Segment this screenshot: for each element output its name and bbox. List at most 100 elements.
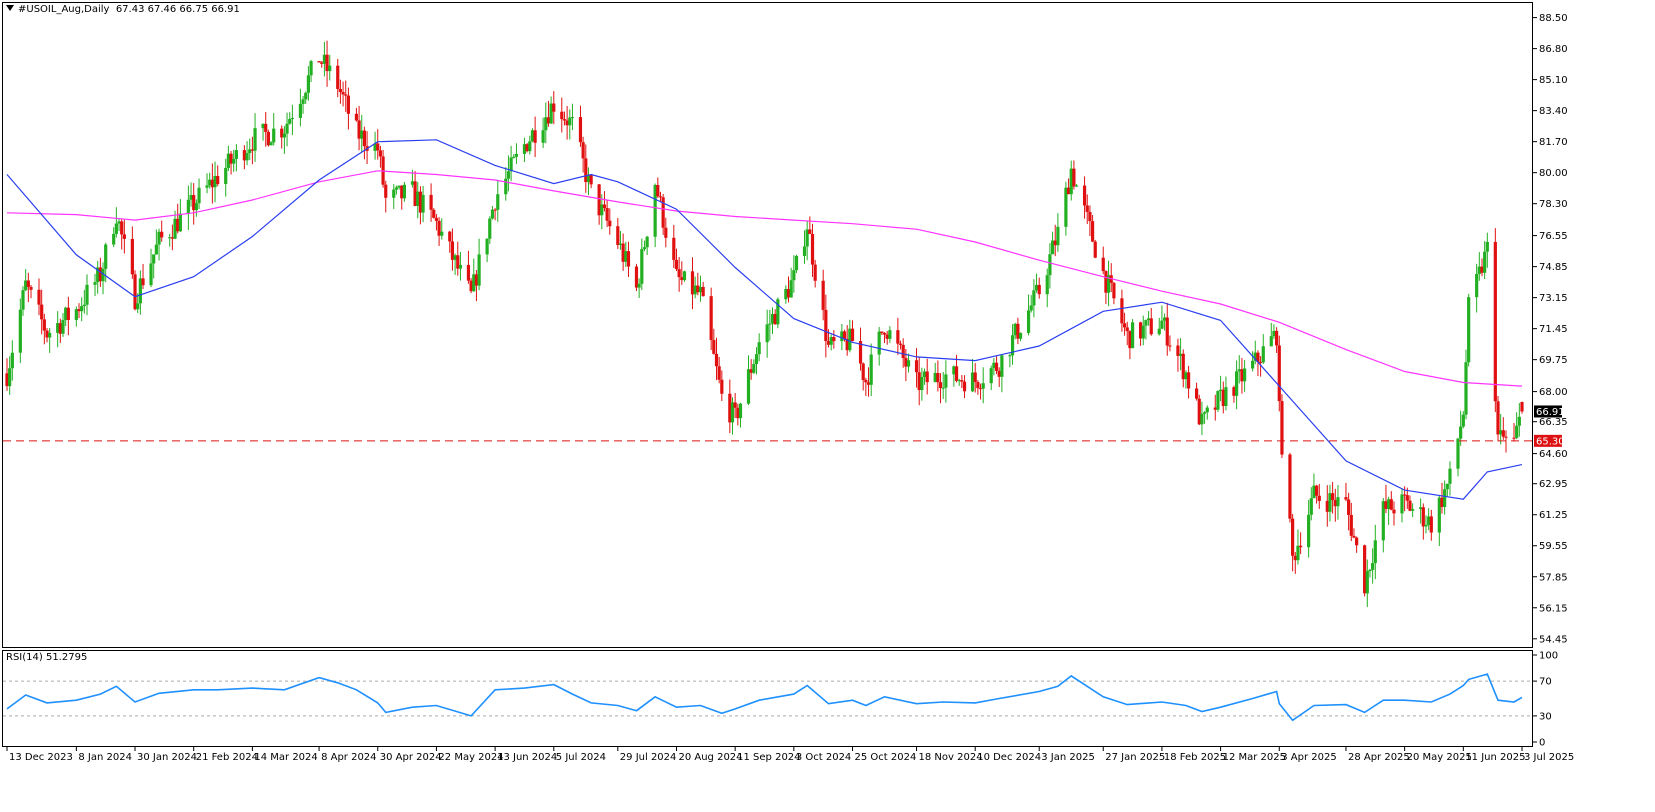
candle-body [869, 354, 873, 385]
candle-body [226, 153, 230, 168]
candle-body [1365, 571, 1369, 594]
candle-body [466, 264, 471, 281]
candle-body [794, 255, 799, 271]
candle-body [634, 266, 639, 288]
candle-body [1029, 305, 1033, 311]
rsi-layer [3, 673, 1532, 722]
time-tick-label: 3 Jan 2025 [1041, 752, 1095, 763]
candle-body [882, 333, 887, 335]
candle-body [472, 274, 476, 292]
candle-body [114, 223, 118, 234]
candle-body [130, 238, 134, 275]
price-tick-label: 76.55 [1539, 231, 1568, 242]
candle-body [173, 218, 177, 239]
time-tick-label: 3 Oct 2024 [796, 752, 851, 763]
time-tick-label: 5 Jul 2024 [556, 752, 606, 763]
candle-body [1184, 372, 1188, 380]
candle-body [642, 247, 647, 250]
candle-body [112, 233, 116, 245]
candle-body [269, 142, 273, 146]
candle-body [898, 343, 903, 345]
candle-body [1443, 489, 1447, 508]
candle-body [117, 221, 121, 224]
price-tick-label: 69.75 [1539, 355, 1568, 366]
price-tick-label: 66.35 [1539, 417, 1568, 428]
candles-layer [5, 40, 1524, 608]
candle-body [21, 290, 25, 310]
candle-body [746, 369, 751, 404]
candle-body [282, 133, 286, 138]
candle-body [341, 92, 345, 95]
candle-body [338, 88, 343, 93]
chevron-down-icon[interactable] [6, 5, 14, 11]
candle-body [474, 274, 479, 286]
candle-body [309, 61, 313, 76]
candle-body [1045, 275, 1049, 295]
candle-body [1389, 499, 1393, 510]
candle-body [1384, 501, 1388, 509]
candle-body [1512, 437, 1516, 439]
candle-body [1467, 297, 1471, 363]
candle-body [1480, 266, 1484, 273]
candle-body [29, 287, 33, 290]
candle-body [48, 332, 52, 338]
candle-body [1293, 555, 1297, 561]
candle-body [136, 303, 140, 310]
candle-body [1232, 387, 1236, 396]
ma-fast-line [6, 139, 1523, 500]
candle-body [1162, 317, 1167, 321]
candle-body [261, 123, 265, 129]
candle-body [1093, 241, 1097, 258]
candle-body [421, 194, 425, 213]
candle-body [354, 113, 359, 121]
candle-body [192, 195, 196, 211]
candle-body [1168, 345, 1172, 347]
price-tags: 66.91 65.30 [1534, 405, 1565, 447]
candle-body [432, 209, 436, 218]
candle-body [1237, 369, 1241, 372]
time-tick-label: 8 Jan 2024 [78, 752, 132, 763]
candle-body [1493, 241, 1497, 402]
candle-body [1277, 345, 1281, 402]
candle-body [56, 323, 60, 333]
price-tick-label: 81.70 [1539, 137, 1568, 148]
candle-body [754, 354, 759, 365]
candle-body [581, 142, 585, 159]
candle-body [768, 323, 772, 325]
candle-body [488, 218, 492, 239]
candle-body [10, 352, 14, 369]
candle-body [1461, 414, 1465, 427]
candle-body [1328, 493, 1332, 512]
candle-body [976, 382, 980, 389]
price-tick-label: 68.00 [1539, 387, 1568, 398]
ohlc-readout: 67.43 67.46 66.75 66.91 [115, 4, 240, 15]
candle-body [917, 372, 921, 391]
candle-body [925, 371, 929, 383]
candle-body [1387, 499, 1391, 509]
time-tick-label: 11 Sep 2024 [737, 752, 800, 763]
candle-body [586, 175, 591, 183]
time-tick-label: 30 Apr 2024 [380, 752, 442, 763]
candle-body [672, 237, 676, 260]
candle-body [512, 156, 516, 158]
candle-body [845, 338, 849, 351]
candle-body [1010, 335, 1015, 356]
candle-body [1053, 240, 1057, 246]
rsi-line [6, 673, 1523, 722]
candle-body [229, 153, 233, 164]
candle-body [1459, 426, 1463, 439]
candle-body [290, 117, 294, 120]
candle-body [306, 75, 310, 93]
candle-body [1082, 185, 1087, 206]
candle-body [821, 280, 825, 310]
candle-body [698, 286, 703, 293]
candle-body [234, 150, 238, 159]
rsi-tick-label: 100 [1539, 651, 1558, 662]
candle-body [1000, 355, 1004, 377]
time-tick-label: 20 Aug 2024 [678, 752, 742, 763]
candle-body [776, 299, 780, 325]
candle-body [504, 178, 508, 195]
candle-body [304, 92, 308, 100]
